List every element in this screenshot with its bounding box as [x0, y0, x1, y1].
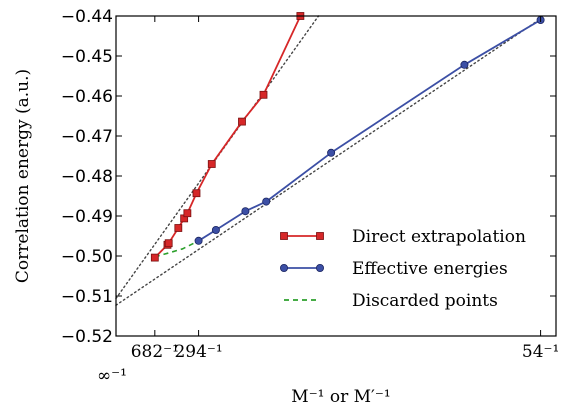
- y-ticks: −0.52 −0.51 −0.50 −0.49 −0.48 −0.47 −0.46 −0.45…: [61, 7, 556, 347]
- series-markers: [150, 12, 545, 262]
- x-tick-label-infinity: ∞⁻¹: [97, 366, 127, 386]
- series-2-point-2: [211, 225, 220, 234]
- y-tick-label: −0.46: [61, 87, 113, 107]
- legend: Direct extrapolation Effective energies Di…: [279, 227, 526, 311]
- series-1-point-8: [207, 160, 216, 168]
- y-tick-label: −0.45: [61, 47, 113, 67]
- series-1-point-7: [192, 189, 201, 198]
- series-1-point-6: [183, 209, 192, 218]
- x-axis-label: M⁻¹ or M′⁻¹: [291, 387, 390, 407]
- y-tick-label: −0.52: [61, 327, 113, 347]
- series-lines: [154, 15, 542, 259]
- x-tick-label: 294⁻¹: [174, 342, 222, 362]
- reference-line-2: [115, 15, 546, 306]
- series-line-1: [154, 15, 302, 259]
- series-line-3: [154, 240, 199, 258]
- y-tick-label: −0.49: [61, 207, 113, 227]
- x-tick-label: 54⁻¹: [522, 342, 559, 362]
- series-2-point-1: [194, 236, 203, 245]
- legend-marker: [279, 263, 288, 272]
- series-2-point-5: [327, 148, 336, 157]
- series-1-point-3: [164, 239, 173, 248]
- plot-frame: [115, 15, 557, 337]
- legend-marker: [315, 263, 324, 272]
- y-tick-label: −0.50: [61, 247, 113, 267]
- legend-label-2: Effective energies: [352, 259, 508, 279]
- y-tick-label: −0.48: [61, 167, 113, 187]
- series-1-point-9: [238, 117, 246, 126]
- y-tick-label: −0.51: [61, 287, 113, 307]
- plot-area: [115, 12, 546, 306]
- reference-lines: [115, 15, 546, 306]
- legend-label-3: Discarded points: [352, 291, 498, 311]
- series-2-point-6: [460, 60, 469, 69]
- legend-marker: [316, 232, 324, 240]
- series-2-point-4: [262, 197, 271, 206]
- y-tick-label: −0.44: [61, 7, 113, 27]
- x-tick-label: 682⁻¹: [131, 342, 179, 362]
- reference-line-1: [115, 15, 320, 300]
- y-tick-label: −0.47: [61, 127, 113, 147]
- series-1-point-1: [150, 253, 159, 262]
- series-2-point-3: [241, 207, 250, 216]
- series-1-point-4: [174, 224, 183, 232]
- legend-marker: [280, 232, 288, 240]
- series-1-point-10: [259, 90, 268, 99]
- y-axis-label: Correlation energy (a.u.): [13, 69, 33, 283]
- legend-label-1: Direct extrapolation: [352, 227, 526, 247]
